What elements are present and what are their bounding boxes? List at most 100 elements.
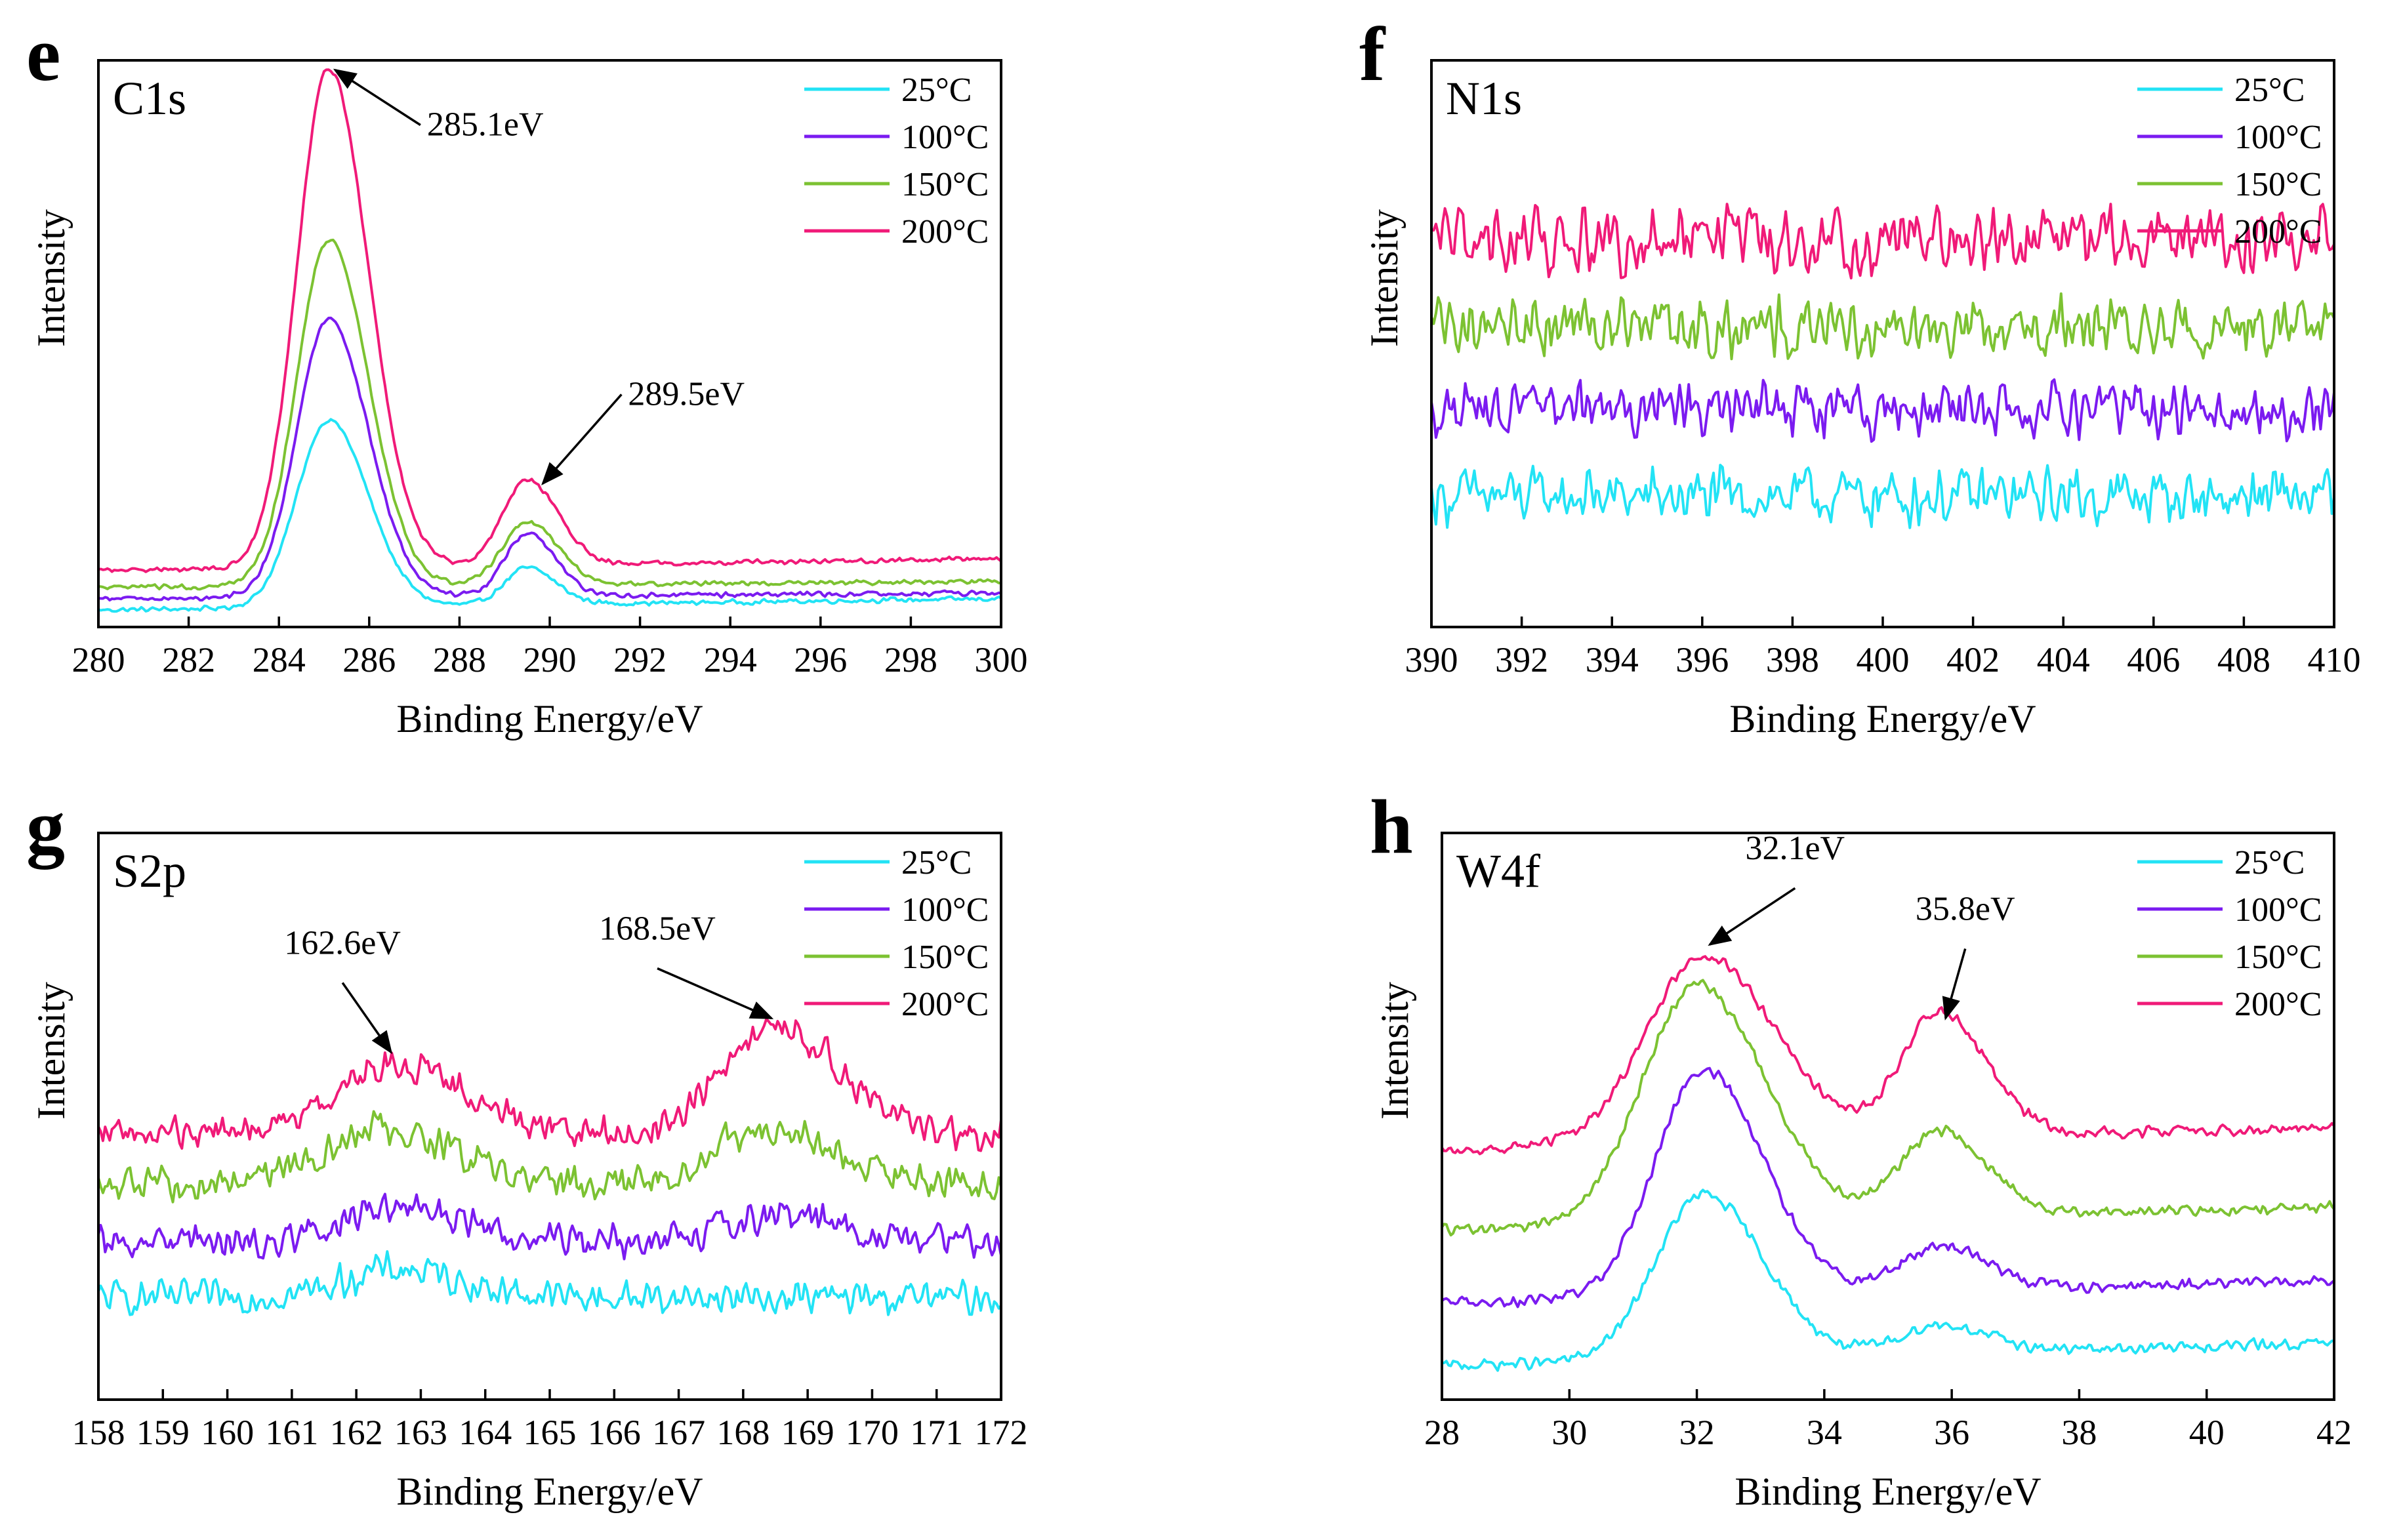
y-axis-title: Intensity [30, 982, 73, 1120]
series-line-100c [97, 1192, 1002, 1261]
chart-panel-h: h W4f 28 30 32 34 36 38 40 42 Binding Energy/eV Int… [1370, 784, 2352, 1513]
x-tick-label: 410 [2308, 640, 2361, 679]
annotation-arrow [657, 967, 774, 1020]
legend-label: 150°C [901, 939, 989, 976]
chart-panel-g: g S2p 158 159 160 161 162 163 164 165 166 167 168 169… [26, 784, 1028, 1513]
peak-annotation: 162.6eV [284, 924, 401, 962]
x-tick-label: 32 [1679, 1413, 1715, 1452]
x-tick-label: 286 [342, 640, 396, 679]
x-tick-label: 36 [1934, 1413, 1969, 1452]
series-line-25c [1441, 1188, 2335, 1372]
legend-label: 150°C [2234, 166, 2322, 203]
x-tick-label: 292 [613, 640, 667, 679]
peak-annotation: 32.1eV [1745, 830, 1845, 867]
legend-label: 100°C [901, 119, 989, 156]
y-axis-title: Intensity [30, 209, 73, 347]
x-tick-label: 171 [910, 1413, 963, 1452]
x-tick-label: 158 [72, 1413, 125, 1452]
x-tick-label: 40 [2189, 1413, 2225, 1452]
series-line-25c [98, 418, 1002, 613]
series-line-100c [98, 316, 1002, 602]
peak-annotation: 289.5eV [628, 375, 745, 413]
x-tick-label: 168 [716, 1413, 770, 1452]
annotation-arrow [1708, 887, 1796, 946]
x-tick-label: 28 [1424, 1413, 1460, 1452]
x-tick-label: 296 [794, 640, 847, 679]
chart-panel-f: f N1s 390 392 394 396 398 400 402 404 406 408 410 Bin… [1359, 11, 2361, 740]
x-tick-label: 163 [394, 1413, 447, 1452]
legend-label: 150°C [2234, 939, 2322, 976]
legend-label: 100°C [901, 891, 989, 929]
x-tick-label: 166 [588, 1413, 641, 1452]
legend-label: 200°C [901, 213, 989, 251]
x-tick-label: 400 [1857, 640, 1910, 679]
legend-label: 150°C [901, 166, 989, 203]
x-tick-label: 165 [524, 1413, 577, 1452]
x-tick-label: 398 [1766, 640, 1819, 679]
x-tick-label: 160 [201, 1413, 254, 1452]
annotation-arrow [333, 68, 421, 127]
series-line-100c [1441, 1066, 2335, 1308]
x-tick-label: 282 [162, 640, 215, 679]
series-line-150c [1441, 979, 2335, 1237]
x-tick-label: 392 [1495, 640, 1548, 679]
series-line-200c [97, 1017, 1002, 1152]
series-line-150c [97, 1110, 1002, 1204]
x-axis-title: Binding Energy/eV [1735, 1470, 2041, 1513]
chart-panel-e: e C1s 280 282 284 286 288 290 292 294 296 298 300 Bin… [26, 11, 1028, 740]
legend-label: 25°C [901, 71, 972, 109]
element-label: S2p [113, 845, 186, 897]
x-tick-label: 396 [1675, 640, 1729, 679]
peak-annotation: 168.5eV [599, 910, 716, 947]
x-tick-label: 294 [704, 640, 757, 679]
x-tick-label: 402 [1946, 640, 2000, 679]
series-line-100c [1430, 378, 2335, 443]
element-label: W4f [1456, 845, 1540, 897]
x-axis-title: Binding Energy/eV [396, 697, 703, 740]
panel-letter: g [26, 784, 65, 870]
x-tick-label: 390 [1405, 640, 1458, 679]
legend-label: 25°C [2234, 844, 2305, 881]
x-tick-label: 406 [2127, 640, 2180, 679]
plot-frame [1441, 832, 2335, 1401]
series-line-150c [98, 238, 1001, 591]
x-tick-label: 172 [975, 1413, 1028, 1452]
x-tick-label: 290 [524, 640, 577, 679]
panel-letter: f [1359, 11, 1386, 97]
x-tick-label: 394 [1586, 640, 1639, 679]
legend-label: 200°C [2234, 213, 2322, 251]
x-tick-label: 42 [2316, 1413, 2352, 1452]
x-tick-label: 288 [433, 640, 486, 679]
x-tick-label: 404 [2037, 640, 2090, 679]
x-tick-label: 34 [1807, 1413, 1842, 1452]
x-tick-label: 159 [136, 1413, 190, 1452]
x-tick-label: 408 [2217, 640, 2270, 679]
series-line-25c [1430, 464, 2335, 529]
legend-label: 200°C [901, 986, 989, 1023]
panel-letter: h [1370, 784, 1413, 870]
series-line-200c [98, 68, 1002, 573]
y-axis-title: Intensity [1363, 209, 1406, 347]
x-tick-label: 161 [265, 1413, 318, 1452]
x-tick-label: 284 [253, 640, 306, 679]
x-tick-label: 280 [72, 640, 125, 679]
x-tick-label: 164 [459, 1413, 512, 1452]
plot-frame [97, 59, 1002, 628]
x-axis-title: Binding Energy/eV [1729, 697, 2036, 740]
legend-label: 100°C [2234, 891, 2322, 929]
peak-annotation: 285.1eV [427, 106, 544, 144]
x-tick-label: 162 [330, 1413, 383, 1452]
series-line-200c [1441, 955, 2335, 1156]
series-line-200c [1431, 203, 2335, 279]
x-tick-label: 38 [2061, 1413, 2097, 1452]
annotation-arrow [341, 982, 393, 1055]
x-tick-label: 169 [781, 1413, 834, 1452]
legend-label: 25°C [2234, 71, 2305, 109]
annotation-arrow [541, 394, 623, 485]
x-tick-label: 30 [1551, 1413, 1587, 1452]
x-tick-label: 167 [652, 1413, 705, 1452]
x-tick-label: 300 [975, 640, 1028, 679]
annotation-arrow [1942, 948, 1967, 1021]
panel-letter: e [26, 11, 60, 97]
